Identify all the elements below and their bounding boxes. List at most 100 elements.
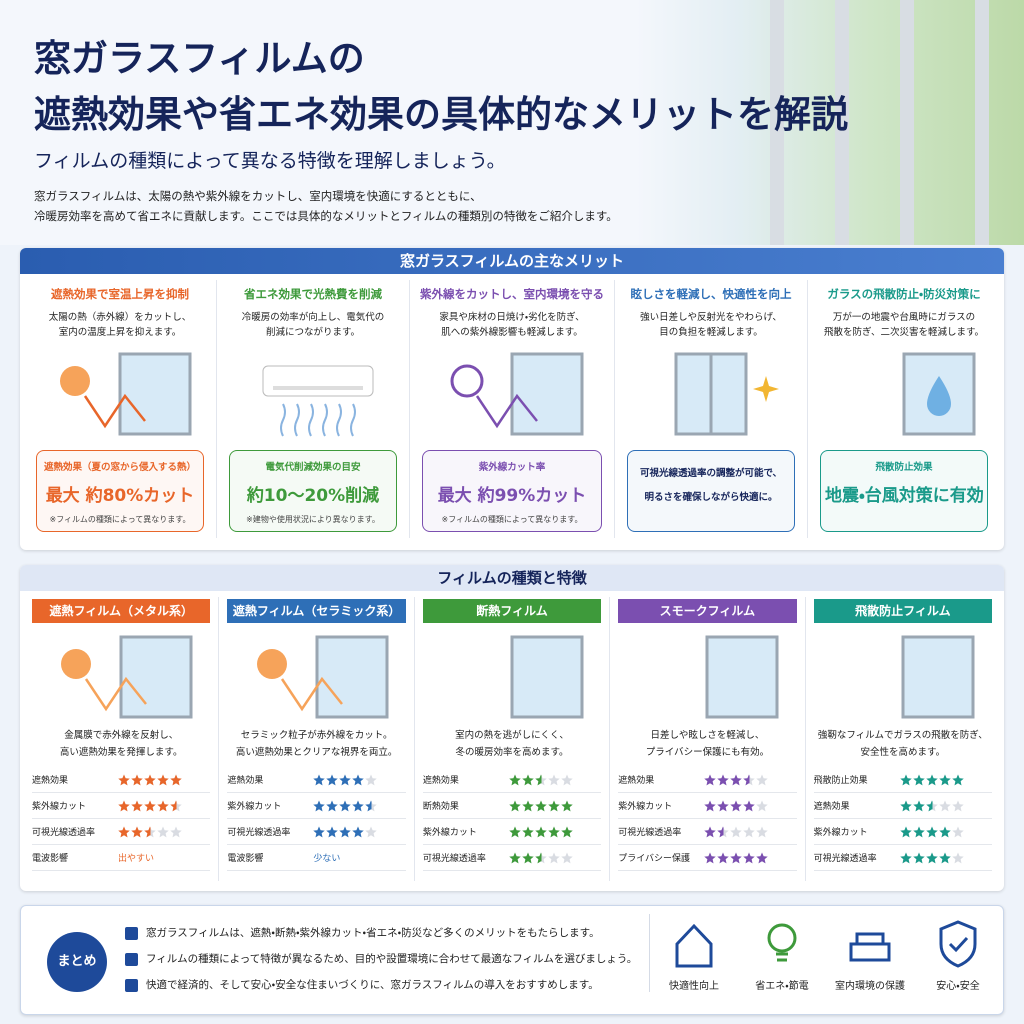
merit-box: 遮熱効果（夏の窓から侵入する熱） 最大 約80%カット ※フィルムの種類によって異な… xyxy=(36,450,204,532)
window-frame xyxy=(770,0,784,245)
rating-label: 遮熱効果 xyxy=(813,802,850,812)
film-card: 飛散防止フィルム強靭なフィルムでガラスの飛散を防ぎ、 安全性を高めます。飛散防止効… xyxy=(806,597,1000,881)
illustration xyxy=(61,635,193,719)
film-cards: 遮熱フィルム（メタル系） 金属膜で赤外線を反射し、 高い遮熱効果を発揮します。 遮熱効… xyxy=(20,591,1004,887)
star-rating xyxy=(509,852,573,863)
title: 遮熱効果や省エネ効果の具体的なメリットを解説 xyxy=(34,92,848,136)
illustration xyxy=(705,635,779,719)
film-description: セラミック粒子が赤外線をカット。 高い遮熱効果とクリアな視界を両立。 xyxy=(227,727,405,761)
description-line: 金属膜で赤外線を反射し、 xyxy=(64,730,179,741)
rating-row: 遮熱効果 xyxy=(422,767,602,793)
description-line: 強靭なフィルムでガラスの飛散を防ぎ、 xyxy=(817,730,988,741)
box-note: ※建物や使用状況により異なります。 xyxy=(246,515,380,524)
film-description: 日差しや眩しさを軽減し、 プライバシー保護にも有効。 xyxy=(618,727,796,761)
rating-row: 飛散防止効果 xyxy=(813,767,993,793)
summary-icons: 快適性向上 省エネ・節電 室内環境の保護 安心・安全 xyxy=(649,914,1002,992)
films-section: フィルムの種類と特徴 遮熱フィルム（メタル系） 金属膜で赤外線を反射し、 高い遮熱効… xyxy=(20,565,1004,891)
icon xyxy=(675,923,713,968)
summary-point: フィルムの種類によって特徴が異なるため、目的や設置環境に合わせて最適なフィルムを… xyxy=(125,946,637,972)
subtitle: フィルムの種類によって異なる特徴を理解しましょう。 xyxy=(34,150,506,172)
merit-heading: 遮熱効果で室温上昇を抑制 xyxy=(51,287,189,301)
description-line: 日差しや眩しさを軽減し、 xyxy=(650,730,765,741)
merit-box: 電気代削減効果の目安約10〜20%削減 ※建物や使用状況により異なります。 xyxy=(229,450,397,532)
film-card: 断熱フィルム 室内の熱を逃がしにくく、 冬の暖房効率を高めます。 遮熱効果 断熱効果 紫外… xyxy=(415,597,611,881)
rating-row: 紫外線カット xyxy=(618,793,797,819)
rating-row: 可視光線透過率 xyxy=(813,845,993,871)
merit-heading: 省エネ効果で光熱費を削減 xyxy=(244,287,382,301)
merit-card: 遮熱効果で室温上昇を抑制 太陽の熱（赤外線）をカットし、 室内の温度上昇を抑えます。… xyxy=(24,280,217,538)
rating-row: 紫外線カット xyxy=(227,793,406,819)
section-title: フィルムの種類と特徴 xyxy=(20,565,1004,591)
merit-box: 可視光線透過率の調整が可能で、 明るさを確保しながら快適に。 xyxy=(627,450,795,532)
rating-label: 紫外線カット xyxy=(227,802,282,812)
box-label: 遮熱効果（夏の窓から侵入する熱） xyxy=(43,462,196,473)
film-card: スモークフィルム 日差しや眩しさを軽減し、 プライバシー保護にも有効。 遮熱効果 紫外線… xyxy=(610,597,806,881)
box-label: 電気代削減効果の目安 xyxy=(265,462,361,473)
merit-box: 飛散防止効果 地震・台風対策に有効 xyxy=(820,450,988,532)
box-value: 約10〜20%削減 xyxy=(246,486,380,506)
illustration-wrap xyxy=(227,346,399,441)
star-rating xyxy=(509,826,573,837)
check-icon xyxy=(125,926,138,940)
box-text: 明るさを確保しながら快適に。 xyxy=(644,492,778,503)
description-line: 高い遮熱効果とクリアな視界を両立。 xyxy=(235,747,398,758)
icon-label: 省エネ・節電 xyxy=(755,981,809,992)
illustration-wrap xyxy=(618,629,796,721)
window-frame xyxy=(900,0,914,245)
star-rating xyxy=(704,774,768,785)
illustration-wrap xyxy=(32,629,210,721)
rating-row: 紫外線カット xyxy=(422,819,602,845)
icon xyxy=(849,932,891,962)
hero: 窓ガラスフィルムの 遮熱効果や省エネ効果の具体的なメリットを解説 フィルムの種類… xyxy=(0,0,1024,245)
box-note: ※フィルムの種類によって異なります。 xyxy=(441,515,583,524)
description-line: セラミック粒子が赤外線をカット。 xyxy=(240,730,393,741)
film-description: 強靭なフィルムでガラスの飛散を防ぎ、 安全性を高めます。 xyxy=(814,727,992,761)
illustration xyxy=(60,352,192,436)
illustration xyxy=(450,352,584,436)
illustration-wrap xyxy=(818,346,990,441)
rating-label: 可視光線透過率 xyxy=(227,828,291,838)
rating-label: 電波影響 xyxy=(227,854,264,864)
rating-row: 電波影響 少ない xyxy=(227,845,406,871)
summary-icon: 快適性向上 xyxy=(650,914,738,992)
film-name: スモークフィルム xyxy=(618,599,797,623)
rating-row: 可視光線透過率 xyxy=(32,819,211,845)
check-icon xyxy=(125,952,138,966)
star-rating xyxy=(704,826,768,837)
illustration xyxy=(262,365,374,437)
rating-label: 電波影響 xyxy=(32,854,69,864)
description-line: 冬の暖房効率を高めます。 xyxy=(455,747,569,758)
rating-row: 可視光線透過率 xyxy=(422,845,602,871)
rating-row: 紫外線カット xyxy=(813,819,993,845)
rating-text: 少ない xyxy=(313,854,341,864)
summary-icon: 安心・安全 xyxy=(914,914,1002,992)
illustration-wrap xyxy=(814,629,992,721)
rating-row: 可視光線透過率 xyxy=(227,819,406,845)
icon xyxy=(939,920,977,968)
merit-card: ガラスの飛散防止・防災対策に 万が一の地震や台風時にガラスの 飛散を防ぎ、二次災害を… xyxy=(808,280,1000,538)
film-description: 金属膜で赤外線を反射し、 高い遮熱効果を発揮します。 xyxy=(32,727,210,761)
illustration xyxy=(510,635,584,719)
film-description: 室内の熱を逃がしにくく、 冬の暖房効率を高めます。 xyxy=(423,727,601,761)
star-rating xyxy=(899,800,964,811)
rating-label: プライバシー保護 xyxy=(618,854,691,864)
star-rating xyxy=(118,826,182,837)
illustration-wrap xyxy=(423,629,601,721)
window-frame xyxy=(835,0,849,245)
illustration-wrap xyxy=(227,629,405,721)
merit-description: 冷暖房の効率が向上し、電気代の 削減につながります。 xyxy=(227,310,399,340)
merit-card: 省エネ効果で光熱費を削減冷暖房の効率が向上し、電気代の 削減につながります。電気代… xyxy=(217,280,410,538)
film-name: 飛散防止フィルム xyxy=(813,599,993,623)
merit-card: 紫外線をカットし、室内環境を守る 家具や床材の日焼け・劣化を防ぎ、 肌への紫外線影響… xyxy=(410,280,615,538)
point-text: フィルムの種類によって特徴が異なるため、目的や設置環境に合わせて最適なフィルムを… xyxy=(146,953,638,965)
icon-label: 快適性向上 xyxy=(669,981,719,992)
intro-line: 冷暖房効率を高めて省エネに貢献します。ここでは具体的なメリットとフィルムの種類別… xyxy=(34,209,618,223)
star-rating xyxy=(509,774,573,785)
merit-description: 万が一の地震や台風時にガラスの 飛散を防ぎ、二次災害を軽減します。 xyxy=(818,310,990,340)
intro: 窓ガラスフィルムは、太陽の熱や紫外線をカットし、室内環境を快適にするとともに、冷… xyxy=(34,186,618,226)
window-frame xyxy=(975,0,989,245)
description-line: 安全性を高めます。 xyxy=(860,747,946,758)
icon xyxy=(767,923,797,962)
rating-label: 飛散防止効果 xyxy=(813,776,868,786)
